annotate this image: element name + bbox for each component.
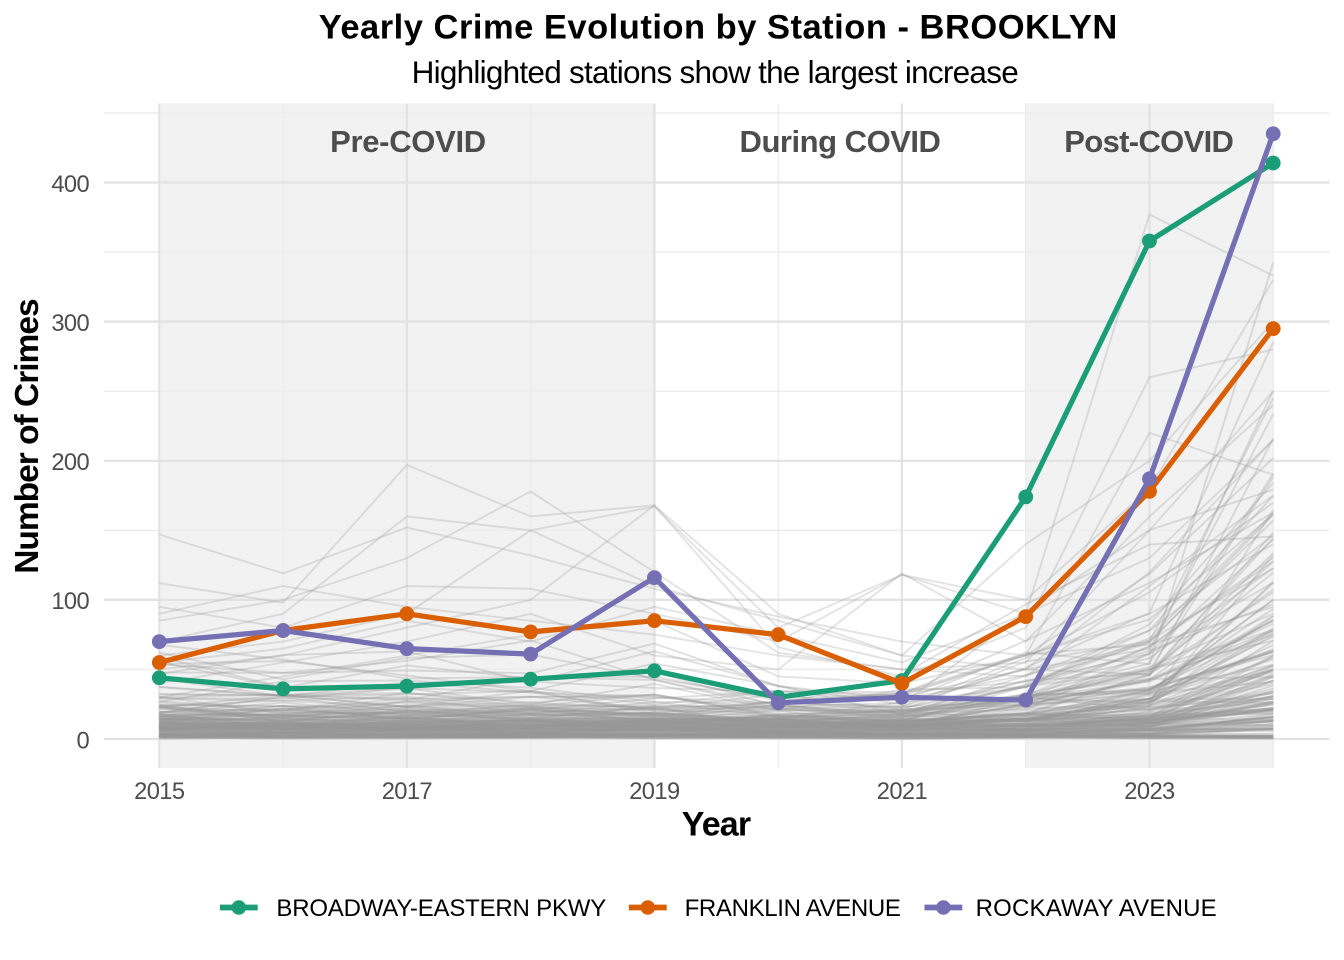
svg-text:2021: 2021 xyxy=(877,779,928,805)
svg-text:0: 0 xyxy=(77,728,90,754)
svg-text:100: 100 xyxy=(51,589,89,615)
svg-text:2023: 2023 xyxy=(1124,779,1175,805)
svg-text:Highlighted stations show the: Highlighted stations show the largest in… xyxy=(412,54,1019,90)
svg-text:Number of Crimes: Number of Crimes xyxy=(9,299,46,574)
svg-text:ROCKAWAY AVENUE: ROCKAWAY AVENUE xyxy=(976,895,1217,922)
svg-text:Post-COVID: Post-COVID xyxy=(1064,124,1233,159)
svg-text:2015: 2015 xyxy=(134,779,185,805)
svg-text:FRANKLIN AVENUE: FRANKLIN AVENUE xyxy=(685,895,901,922)
svg-text:2019: 2019 xyxy=(629,779,680,805)
svg-text:400: 400 xyxy=(51,172,89,198)
svg-text:200: 200 xyxy=(51,450,89,476)
svg-text:300: 300 xyxy=(51,311,89,337)
svg-text:During COVID: During COVID xyxy=(740,124,941,159)
svg-text:2017: 2017 xyxy=(382,779,432,805)
svg-text:Yearly Crime Evolution by Stat: Yearly Crime Evolution by Station - BROO… xyxy=(319,8,1118,46)
svg-text:BROADWAY-EASTERN PKWY: BROADWAY-EASTERN PKWY xyxy=(276,895,606,922)
svg-text:Pre-COVID: Pre-COVID xyxy=(330,124,486,159)
svg-text:Year: Year xyxy=(682,805,751,843)
